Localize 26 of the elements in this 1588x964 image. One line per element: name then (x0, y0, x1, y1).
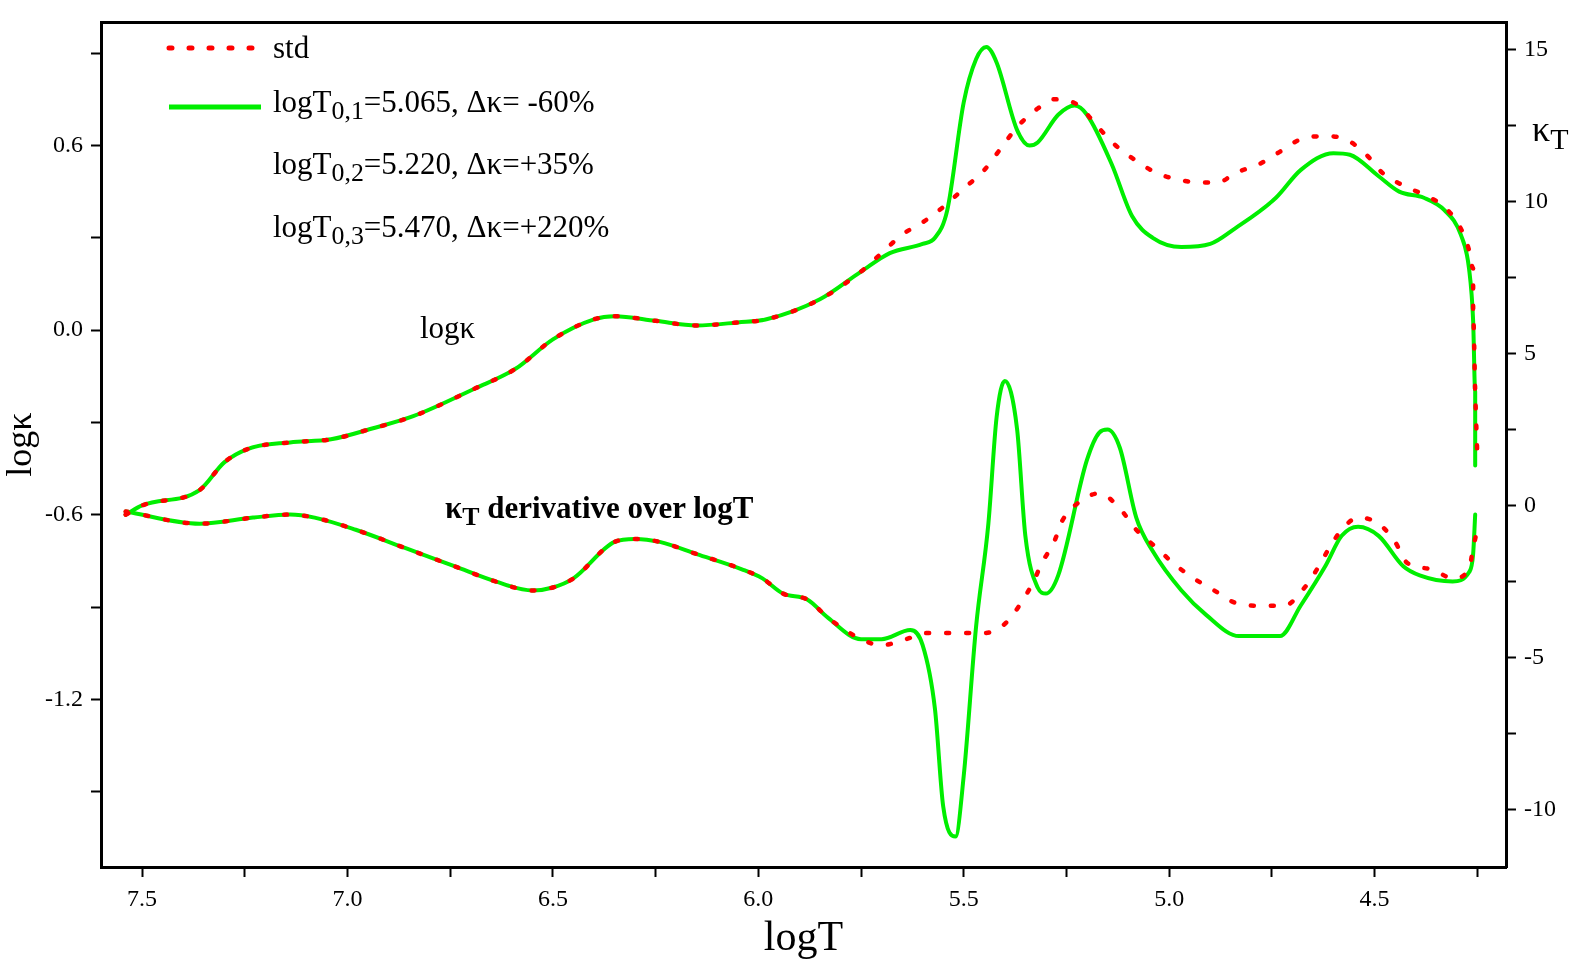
x-tick-label: 7.0 (332, 884, 363, 911)
legend-label: logT$_{0,1}$=5.065, Δκ= -60% (273, 83, 595, 128)
y-tick-label: -1.2 (45, 684, 83, 711)
x-tick-label: 5.0 (1154, 884, 1185, 911)
annotation: κ$_{T}$ derivative over logT (445, 490, 754, 533)
annotation: logκ (420, 310, 476, 346)
y2-axis-title: κ$_{T}$ (1532, 108, 1569, 157)
x-tick-label: 6.0 (743, 884, 774, 911)
y2-tick-label: 10 (1524, 186, 1548, 213)
y2-tick-label: 0 (1524, 490, 1536, 517)
y2-tick-label: 15 (1524, 35, 1548, 62)
x-tick-label: 4.5 (1359, 884, 1390, 911)
y-axis-title: logκ (0, 412, 40, 477)
y-tick-label: 0.0 (53, 315, 83, 342)
x-tick-label: 7.5 (127, 884, 158, 911)
x-axis-title: logT (763, 912, 844, 959)
annotation: logT$_{0,3}$=5.470, Δκ=+220% (273, 209, 610, 252)
y-tick-label: -0.6 (45, 500, 83, 526)
y2-tick-label: -5 (1524, 642, 1544, 669)
x-tick-label: 5.5 (948, 884, 979, 911)
y2-tick-label: 5 (1524, 338, 1536, 365)
y2-tick-label: -10 (1524, 794, 1556, 821)
legend-label: std (273, 29, 310, 67)
annotation: logT$_{0,2}$=5.220, Δκ=+35% (273, 146, 594, 189)
x-tick-label: 6.5 (537, 884, 568, 911)
y-tick-label: 0.6 (53, 130, 83, 157)
